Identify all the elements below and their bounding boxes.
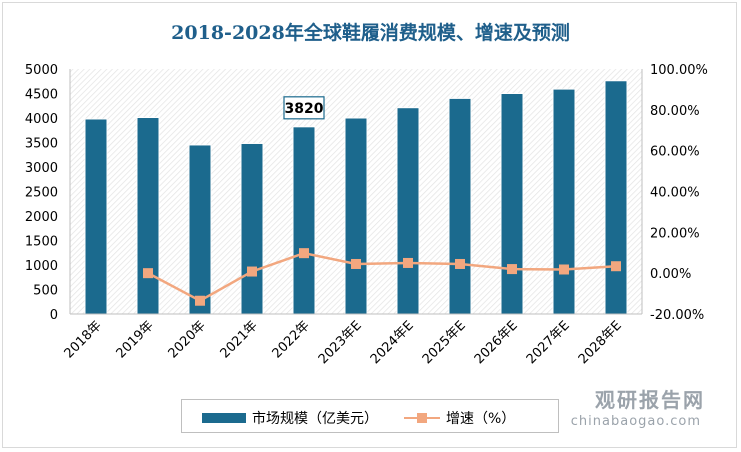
bar-3 xyxy=(240,142,264,315)
y-right-tick-6: 100.00% xyxy=(650,63,708,78)
bar-10 xyxy=(604,80,628,315)
y-left-tick-0: 0 xyxy=(50,308,58,323)
bar-4 xyxy=(292,126,316,315)
legend: 市场规模（亿美元） 增速（%） xyxy=(181,399,559,433)
y-right-tick-4: 60.00% xyxy=(650,145,700,160)
y-right-tick-5: 80.00% xyxy=(650,104,700,119)
x-tick-6: 2024年E xyxy=(368,318,417,367)
watermark-logo-text: 观研报告网 xyxy=(595,388,705,412)
x-tick-9: 2027年E xyxy=(524,318,573,367)
legend-swatch-bar xyxy=(202,413,246,423)
bar-2 xyxy=(188,144,212,315)
x-tick-5: 2023年E xyxy=(316,318,365,367)
x-tick-4: 2022年 xyxy=(270,318,313,361)
data-label-0: 3820 xyxy=(285,101,324,117)
growth-marker-8 xyxy=(507,264,517,275)
y-left-tick-7: 3500 xyxy=(25,137,58,152)
bar-7 xyxy=(448,97,472,315)
y-left-tick-2: 1000 xyxy=(25,259,58,274)
y-right-tick-1: 0.00% xyxy=(650,267,691,282)
x-tick-8: 2026年E xyxy=(472,318,521,367)
bar-8 xyxy=(500,93,524,315)
y-left-tick-4: 2000 xyxy=(25,210,58,225)
growth-line xyxy=(147,251,617,303)
growth-marker-3 xyxy=(247,266,257,277)
growth-marker-2 xyxy=(195,295,205,306)
growth-marker-9 xyxy=(559,264,569,275)
x-tick-1: 2019年 xyxy=(114,318,157,361)
legend-swatch-line xyxy=(404,412,440,424)
bar-5 xyxy=(344,117,368,315)
bar-6 xyxy=(396,107,420,315)
x-tick-10: 2028年E xyxy=(576,318,625,367)
bar-9 xyxy=(552,88,576,315)
growth-marker-6 xyxy=(403,257,413,268)
y-left-tick-10: 5000 xyxy=(25,63,58,78)
bar-1 xyxy=(136,117,160,315)
y-left-tick-5: 2500 xyxy=(25,186,58,201)
x-tick-3: 2021年 xyxy=(218,318,261,361)
y-right-tick-0: -20.00% xyxy=(650,308,704,323)
growth-marker-7 xyxy=(455,258,465,269)
y-left-tick-6: 3000 xyxy=(25,161,58,176)
chart-title: 2018-2028年全球鞋履消费规模、增速及预测 xyxy=(171,22,570,44)
y-left-tick-1: 500 xyxy=(33,284,58,299)
y-left-tick-9: 4500 xyxy=(25,88,58,103)
watermark-url: chinabaogao.com xyxy=(570,414,701,429)
legend-label-market-size: 市场规模（亿美元） xyxy=(252,411,378,427)
x-tick-2: 2020年 xyxy=(166,318,209,361)
growth-marker-5 xyxy=(351,258,361,269)
growth-marker-1 xyxy=(143,268,153,279)
x-tick-7: 2025年E xyxy=(420,318,469,367)
growth-marker-4 xyxy=(299,248,309,259)
legend-item-growth: 增速（%） xyxy=(404,408,515,428)
data-label-box-0 xyxy=(283,96,325,120)
bar-0 xyxy=(84,118,108,315)
growth-marker-10 xyxy=(611,261,621,272)
y-right-tick-2: 20.00% xyxy=(650,226,700,241)
y-left-tick-3: 1500 xyxy=(25,235,58,250)
legend-label-growth: 增速（%） xyxy=(446,411,516,427)
x-tick-0: 2018年 xyxy=(62,318,105,361)
y-left-tick-8: 4000 xyxy=(25,112,58,127)
y-right-tick-3: 40.00% xyxy=(650,186,700,201)
legend-item-market-size: 市场规模（亿美元） xyxy=(202,408,378,428)
